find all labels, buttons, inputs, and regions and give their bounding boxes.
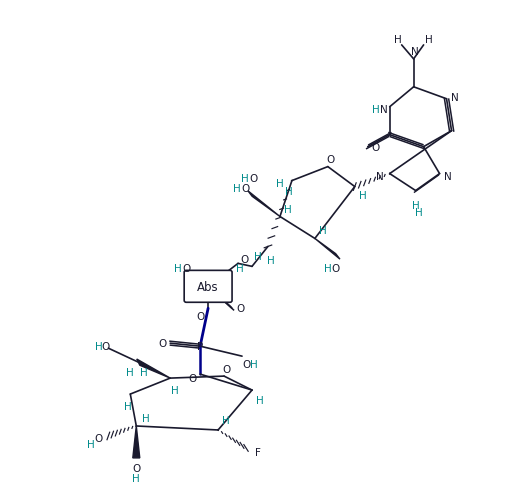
Text: H: H [174, 264, 182, 274]
Text: H: H [254, 252, 262, 262]
Polygon shape [137, 359, 170, 378]
Text: O: O [132, 463, 140, 473]
Text: H: H [284, 204, 292, 214]
Text: O: O [196, 312, 204, 321]
Text: H: H [324, 264, 332, 274]
Text: N: N [450, 92, 458, 103]
Text: H: H [126, 367, 134, 378]
Text: H: H [256, 395, 264, 405]
Text: H: H [124, 401, 132, 411]
Text: H: H [236, 264, 244, 274]
Text: O: O [372, 142, 380, 152]
Text: H: H [267, 256, 275, 266]
Polygon shape [248, 191, 280, 217]
Text: H: H [87, 439, 94, 449]
Text: N: N [380, 105, 388, 115]
Text: F: F [255, 447, 261, 457]
Text: O: O [241, 183, 249, 193]
Text: O: O [249, 173, 257, 183]
Text: H: H [359, 190, 367, 200]
Text: H: H [250, 360, 258, 369]
Text: H: H [233, 183, 241, 193]
Text: H: H [94, 342, 102, 351]
Text: O: O [236, 303, 244, 314]
Text: H: H [319, 226, 327, 236]
Text: O: O [182, 264, 190, 274]
Text: H: H [412, 200, 420, 210]
Text: O: O [101, 342, 109, 351]
Polygon shape [315, 239, 340, 259]
Text: H: H [142, 413, 150, 423]
Text: Abs: Abs [197, 280, 219, 293]
Polygon shape [133, 426, 140, 458]
Text: H: H [133, 473, 140, 483]
Text: O: O [94, 433, 103, 443]
Text: N: N [376, 171, 383, 181]
FancyBboxPatch shape [184, 271, 232, 302]
Text: H: H [394, 35, 401, 45]
Text: P: P [197, 342, 203, 351]
Text: H: H [171, 385, 179, 395]
Text: H: H [241, 173, 249, 183]
Text: O: O [327, 154, 335, 164]
Text: H: H [425, 35, 432, 45]
Text: O: O [222, 364, 230, 374]
Text: O: O [240, 255, 248, 265]
Text: O: O [158, 338, 166, 348]
Text: H: H [140, 367, 148, 378]
Text: H: H [285, 186, 293, 196]
Text: N: N [444, 171, 452, 181]
Text: O: O [188, 373, 196, 383]
Text: H: H [372, 105, 380, 115]
Text: N: N [411, 47, 418, 57]
Text: O: O [332, 264, 340, 274]
Text: O: O [242, 360, 250, 369]
Text: H: H [276, 178, 284, 188]
Text: H: H [415, 208, 423, 218]
Text: H: H [222, 415, 230, 425]
